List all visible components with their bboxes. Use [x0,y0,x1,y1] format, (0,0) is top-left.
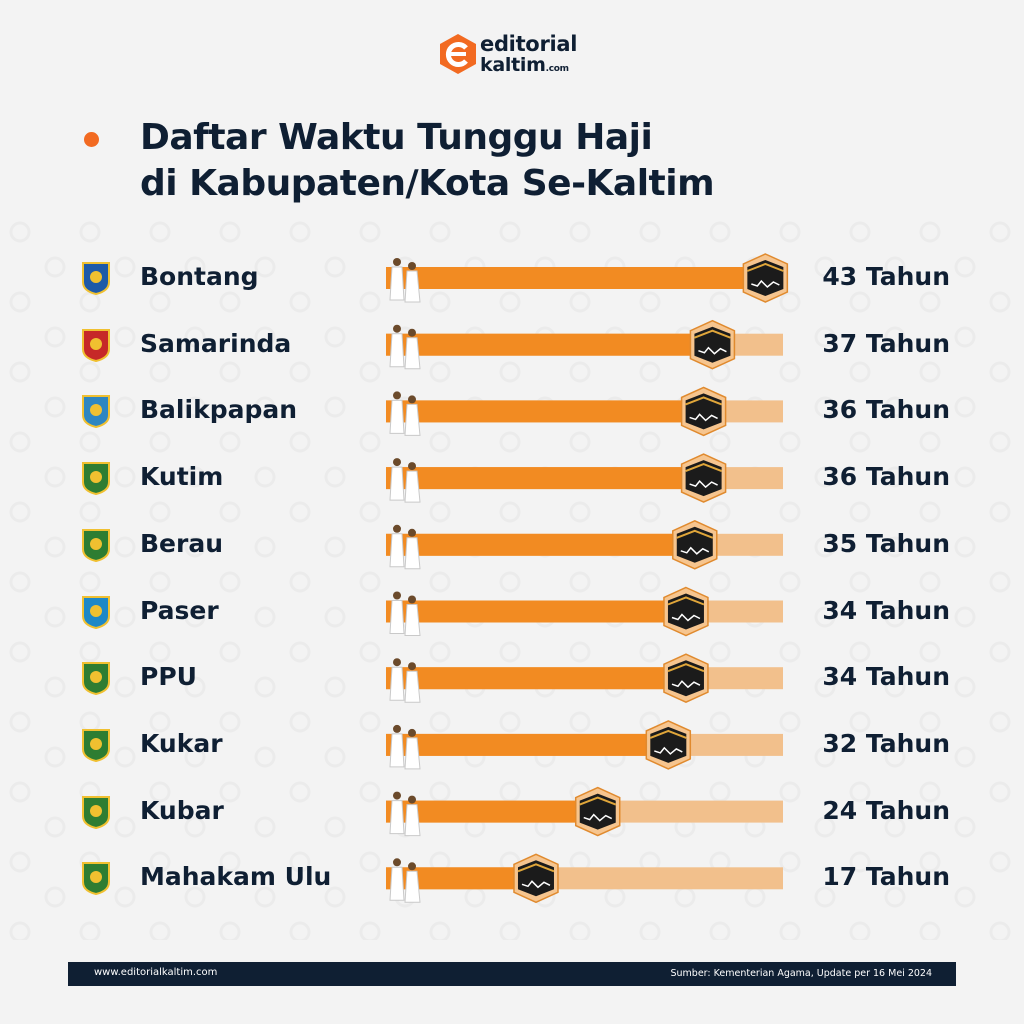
region-label: Berau [140,528,224,558]
page-title: Daftar Waktu Tunggu Haji di Kabupaten/Ko… [140,115,715,207]
bar-berau [386,533,695,556]
pilgrim-icon [389,724,421,770]
chart-row: Kutim 36 Tahun [0,453,1024,503]
value-label: 32 Tahun [822,728,950,758]
kaaba-icon [663,653,709,704]
value-label: 17 Tahun [822,862,950,892]
regional-emblem-icon [82,462,110,496]
region-label: Paser [140,595,219,625]
chart-row: Kukar 32 Tahun [0,720,1024,770]
pilgrim-icon [389,658,421,703]
region-label: Balikpapan [140,395,298,425]
kaaba-icon [742,253,789,303]
logo-word-editorial: editorial [480,32,578,56]
kaaba-icon [645,720,692,770]
value-label: 34 Tahun [822,595,950,625]
pilgrim-icon [389,791,421,837]
region-label: Mahakam Ulu [140,862,332,892]
footer-url[interactable]: www.editorialkaltim.com [94,967,218,978]
bar-kukar [386,733,669,756]
bar-ppu [386,667,686,690]
pilgrim-icon [389,458,421,503]
value-label: 35 Tahun [822,528,950,558]
chart-row: Berau 35 Tahun [0,520,1024,570]
kaaba-icon [680,386,727,437]
regional-emblem-icon [82,328,110,362]
bar-paser [386,600,686,623]
pilgrim-icon [389,324,421,370]
region-label: PPU [140,662,197,692]
brand-logo[interactable]: editorial kaltim.com [440,32,590,78]
bar-mahakam-ulu [386,867,536,890]
bar-bontang [386,267,766,289]
logo-mark-icon [440,34,476,74]
region-label: Kukar [140,728,223,758]
chart-row: PPU 34 Tahun [0,653,1024,703]
chart-row: Balikpapan 36 Tahun [0,386,1024,436]
logo-word-kaltim: kaltim.com [480,54,569,76]
region-label: Samarinda [140,328,292,358]
value-label: 36 Tahun [822,395,950,425]
region-label: Bontang [140,262,259,291]
value-label: 24 Tahun [822,795,950,825]
kaaba-icon [689,319,736,370]
regional-emblem-icon [82,395,110,429]
pilgrim-icon [389,258,421,303]
bar-samarinda [386,333,713,356]
region-label: Kubar [140,795,224,825]
title-line-2: di Kabupaten/Kota Se-Kaltim [140,163,715,204]
kaaba-icon [574,786,621,837]
chart-row: Mahakam Ulu 17 Tahun [0,853,1024,903]
kaaba-icon [672,519,718,570]
value-label: 37 Tahun [822,328,950,358]
bar-kutim [386,467,704,490]
regional-emblem-icon [82,662,110,696]
pilgrim-icon [389,391,421,436]
regional-emblem-icon [82,262,110,296]
region-label: Kutim [140,462,224,492]
title-bullet [84,132,99,147]
pilgrim-icon [389,524,421,570]
value-label: 34 Tahun [822,662,950,692]
bar-balikpapan [386,400,704,423]
regional-emblem-icon [82,795,110,829]
chart-row: Samarinda 37 Tahun [0,320,1024,370]
title-line-1: Daftar Waktu Tunggu Haji [140,117,653,158]
regional-emblem-icon [82,528,110,562]
chart-row: Bontang 43 Tahun [0,253,1024,303]
regional-emblem-icon [82,862,110,896]
value-label: 36 Tahun [822,462,950,492]
kaaba-icon [663,586,709,637]
footer-bar: www.editorialkaltim.com Sumber: Kementer… [68,962,956,986]
pilgrim-icon [389,591,421,636]
footer-source: Sumber: Kementerian Agama, Update per 16… [670,968,932,979]
kaaba-icon [680,453,727,503]
regional-emblem-icon [82,595,110,629]
kaaba-icon [513,853,559,904]
pilgrim-icon [389,858,421,903]
value-label: 43 Tahun [822,262,950,291]
regional-emblem-icon [82,728,110,762]
chart-row: Kubar 24 Tahun [0,787,1024,837]
bar-kubar [386,800,598,823]
chart-row: Paser 34 Tahun [0,587,1024,637]
